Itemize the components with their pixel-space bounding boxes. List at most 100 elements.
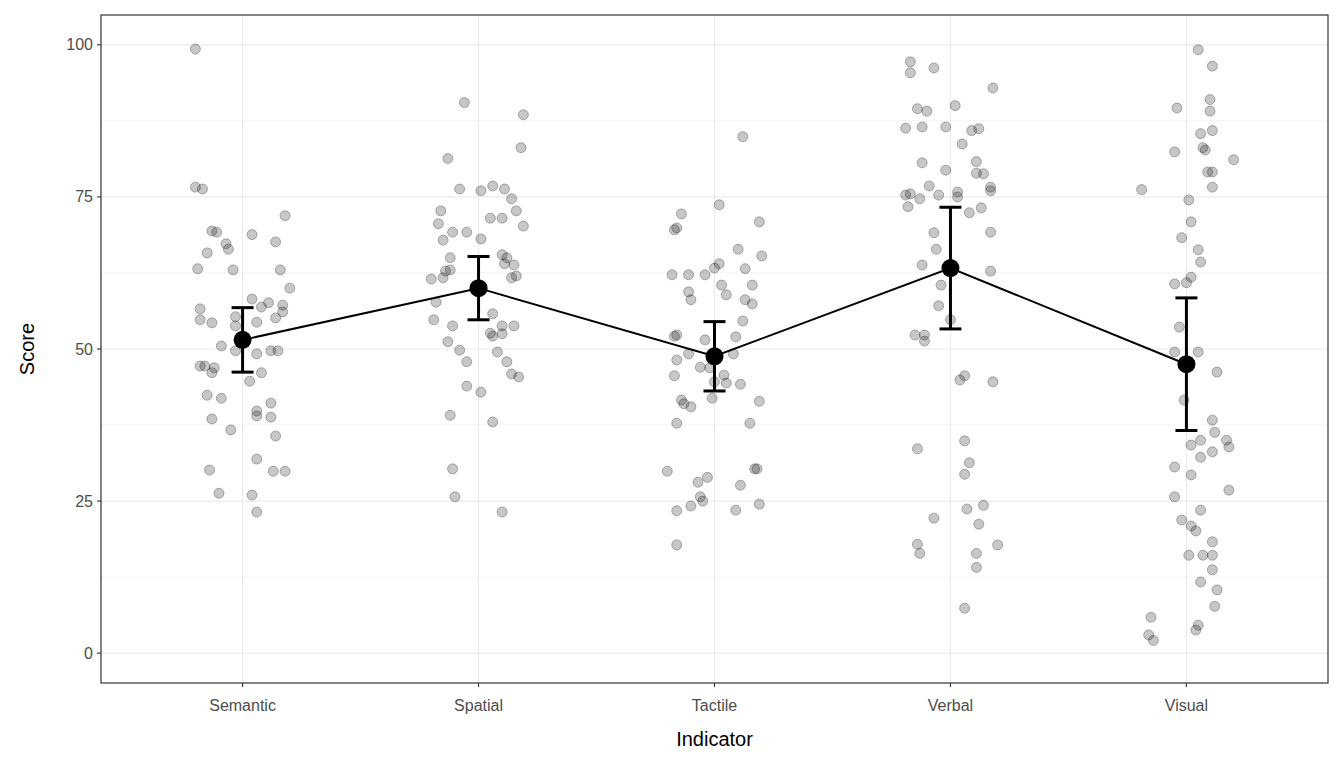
data-point bbox=[735, 379, 745, 389]
data-point bbox=[1170, 347, 1180, 357]
data-point bbox=[669, 225, 679, 235]
data-point bbox=[929, 228, 939, 238]
grid-line-x bbox=[1186, 15, 1187, 683]
data-point bbox=[695, 362, 705, 372]
error-bar-cap bbox=[232, 306, 254, 309]
data-point bbox=[971, 548, 981, 558]
data-point bbox=[754, 217, 764, 227]
data-point bbox=[476, 234, 486, 244]
data-point bbox=[967, 126, 977, 136]
data-point bbox=[1170, 492, 1180, 502]
data-point bbox=[672, 355, 682, 365]
data-point bbox=[1186, 440, 1196, 450]
data-point bbox=[1193, 347, 1203, 357]
data-point bbox=[672, 418, 682, 428]
grid bbox=[101, 15, 1328, 683]
data-point bbox=[988, 377, 998, 387]
data-point bbox=[499, 259, 509, 269]
data-point bbox=[754, 396, 764, 406]
data-point bbox=[1198, 550, 1208, 560]
data-point bbox=[698, 496, 708, 506]
data-point bbox=[280, 211, 290, 221]
chart: 0255075100SemanticSpatialTactileVerbalVi… bbox=[0, 0, 1344, 768]
data-point bbox=[912, 444, 922, 454]
data-point bbox=[1196, 129, 1206, 139]
data-point bbox=[462, 357, 472, 367]
data-point bbox=[1205, 106, 1215, 116]
data-point bbox=[1193, 45, 1203, 55]
data-point bbox=[1196, 577, 1206, 587]
data-point bbox=[488, 331, 498, 341]
data-point bbox=[934, 190, 944, 200]
error-bar-cap bbox=[1175, 429, 1197, 432]
data-point bbox=[976, 203, 986, 213]
data-point bbox=[230, 312, 240, 322]
data-point bbox=[974, 519, 984, 529]
data-point bbox=[195, 315, 205, 325]
data-point bbox=[993, 540, 1003, 550]
data-point bbox=[1207, 182, 1217, 192]
mean-point bbox=[470, 279, 488, 297]
data-point bbox=[971, 562, 981, 572]
data-point bbox=[700, 335, 710, 345]
data-point bbox=[672, 330, 682, 340]
data-point bbox=[1196, 435, 1206, 445]
data-point bbox=[448, 464, 458, 474]
data-point bbox=[247, 294, 257, 304]
data-point bbox=[514, 372, 524, 382]
data-point bbox=[207, 368, 217, 378]
data-point bbox=[950, 101, 960, 111]
data-point bbox=[1207, 167, 1217, 177]
panel-border bbox=[101, 15, 1328, 683]
y-tick-label: 100 bbox=[66, 36, 93, 53]
data-point bbox=[1148, 635, 1158, 645]
data-point bbox=[195, 304, 205, 314]
data-point bbox=[1170, 279, 1180, 289]
data-point bbox=[252, 454, 262, 464]
data-point bbox=[905, 68, 915, 78]
data-point bbox=[214, 488, 224, 498]
data-point bbox=[429, 315, 439, 325]
data-point bbox=[1174, 322, 1184, 332]
mean-point bbox=[941, 259, 959, 277]
data-point bbox=[1146, 612, 1156, 622]
data-point bbox=[929, 63, 939, 73]
data-point bbox=[212, 227, 222, 237]
plot-background bbox=[101, 15, 1328, 683]
data-point bbox=[245, 376, 255, 386]
data-point bbox=[747, 280, 757, 290]
data-point bbox=[1184, 550, 1194, 560]
error-bar bbox=[1175, 298, 1197, 431]
data-point bbox=[684, 270, 694, 280]
data-point bbox=[488, 417, 498, 427]
data-point bbox=[1191, 625, 1201, 635]
data-point bbox=[280, 466, 290, 476]
x-tick-label: Visual bbox=[1165, 697, 1208, 714]
data-point bbox=[978, 169, 988, 179]
error-bar-cap bbox=[1175, 296, 1197, 299]
data-point bbox=[905, 57, 915, 67]
data-point bbox=[1177, 233, 1187, 243]
data-point bbox=[733, 244, 743, 254]
data-point bbox=[426, 274, 436, 284]
error-bar-cap bbox=[704, 389, 726, 392]
data-point bbox=[448, 321, 458, 331]
data-point bbox=[686, 295, 696, 305]
y-tick-label: 50 bbox=[75, 341, 93, 358]
data-point bbox=[754, 499, 764, 509]
data-point bbox=[1196, 257, 1206, 267]
data-point bbox=[252, 349, 262, 359]
data-point bbox=[193, 264, 203, 274]
data-point bbox=[205, 465, 215, 475]
data-point bbox=[1193, 245, 1203, 255]
data-point bbox=[920, 336, 930, 346]
data-point bbox=[986, 186, 996, 196]
data-point bbox=[445, 410, 455, 420]
data-point bbox=[223, 244, 233, 254]
data-point bbox=[1186, 470, 1196, 480]
data-point bbox=[686, 501, 696, 511]
data-point bbox=[700, 270, 710, 280]
data-point bbox=[745, 418, 755, 428]
data-point bbox=[497, 507, 507, 517]
data-point bbox=[462, 227, 472, 237]
